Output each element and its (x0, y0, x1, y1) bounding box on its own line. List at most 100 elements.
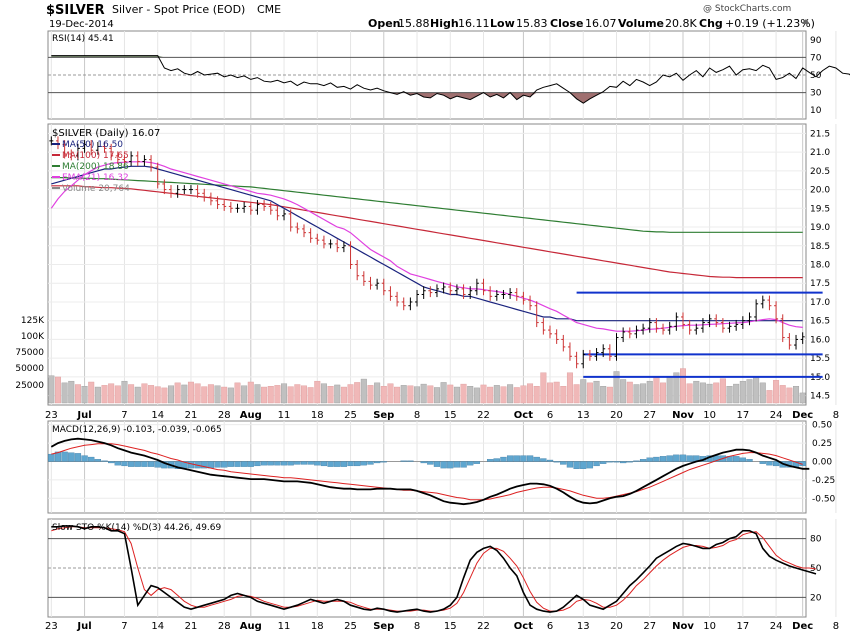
macd-histogram-bar (493, 458, 500, 462)
macd-histogram-bar (400, 460, 407, 462)
x-axis-label: Jul (76, 621, 91, 632)
x-axis-label: 8 (414, 621, 420, 632)
x-axis-label: 22 (477, 621, 490, 632)
volume-bar (799, 392, 806, 404)
macd-histogram-bar (586, 461, 594, 469)
macd-histogram-bar (54, 451, 62, 462)
rsi-frame (47, 30, 807, 120)
x-axis-label: Dec (792, 410, 813, 421)
x-axis-label: 8 (833, 621, 839, 632)
macd-histogram-bar (639, 459, 647, 462)
chg-value: +0.19 (+1.23%) (725, 17, 815, 30)
sto-tick-label: 20 (810, 593, 822, 603)
rsi-panel: 90 70 50 30 10 RSI(14) 45.41 (47, 30, 850, 120)
macd-histogram-bar (201, 461, 208, 469)
volume-bar (227, 387, 234, 404)
volume-bar (613, 371, 620, 404)
volume-bar (513, 387, 520, 404)
sto-tick-label: 80 (810, 535, 822, 545)
macd-histogram-bar (294, 461, 301, 465)
volume-bar (620, 379, 627, 404)
macd-histogram-bar (460, 461, 467, 468)
price-tick-label: 20.0 (810, 186, 830, 196)
x-axis-label: 13 (577, 410, 590, 421)
volume-bar (786, 387, 793, 404)
macd-histogram-bar (327, 461, 334, 467)
volume-bar (148, 385, 155, 404)
macd-histogram-bar (666, 455, 673, 462)
macd-histogram-bar (214, 461, 221, 468)
volume-bar (507, 384, 514, 404)
volume-bar (134, 386, 141, 404)
volume-bar (327, 386, 334, 404)
macd-histogram-bar (553, 461, 560, 463)
volume-bar (234, 382, 241, 404)
macd-histogram-bar (320, 461, 328, 467)
volume-bar (686, 383, 693, 404)
open-value: 15.88 (398, 17, 430, 30)
macd-histogram-bar (746, 459, 753, 462)
volume-bar (453, 386, 460, 404)
x-axis-label: Oct (514, 410, 533, 421)
price-tick-label: 14.5 (810, 392, 830, 402)
volume-bar (367, 385, 374, 404)
x-axis-label: Nov (672, 621, 694, 632)
macd-histogram-bar (127, 461, 135, 467)
volume-bar (214, 385, 221, 404)
price-tick-label: 18.0 (810, 261, 830, 271)
chg-label: Chg (699, 17, 723, 30)
macd-histogram-bar (540, 458, 547, 462)
macd-histogram-bar (653, 456, 660, 462)
volume-bar (374, 382, 381, 404)
x-axis-label: 11 (278, 621, 291, 632)
price-tick-label: 20.5 (810, 167, 830, 177)
macd-histogram-bar (506, 455, 514, 462)
volume-bar (427, 385, 434, 404)
volume-bar (433, 387, 440, 404)
high-value: 16.11 (458, 17, 490, 30)
volume-bar (201, 386, 208, 404)
volume-bar (254, 384, 261, 404)
macd-histogram-bar (766, 461, 773, 466)
x-axis-label: 7 (121, 621, 127, 632)
volume-bar (520, 385, 527, 404)
x-axis-label: 6 (547, 410, 553, 421)
macd-histogram-bar (254, 461, 261, 467)
volume-bar (68, 380, 75, 404)
macd-histogram-bar (566, 461, 574, 468)
macd-histogram-bar (347, 461, 354, 467)
volume-bar (633, 384, 640, 404)
x-axis-label: 27 (643, 621, 656, 632)
x-axis-label: 8 (833, 410, 839, 421)
x-axis-label: 17 (736, 621, 749, 632)
macd-histogram-bar (487, 459, 494, 462)
volume-bar (407, 385, 414, 404)
macd-histogram-bar (373, 461, 381, 464)
macd-histogram-bar (227, 461, 234, 467)
volume-bar (108, 383, 115, 404)
volume-bar (580, 379, 587, 404)
volume-bar (48, 375, 55, 404)
price-tick-label: 17.0 (810, 298, 830, 308)
macd-histogram-bar (440, 461, 447, 469)
x-axis-label: 20 (610, 621, 623, 632)
volume-bar (626, 381, 633, 404)
volume-bar (566, 372, 573, 404)
x-axis-label: 7 (121, 410, 127, 421)
volume-bar (480, 384, 487, 404)
volume-bar (759, 382, 766, 404)
x-axis-label: 28 (218, 410, 231, 421)
volume-bar (400, 385, 407, 404)
volume-bar (307, 387, 314, 404)
macd-histogram-bar (114, 461, 121, 466)
macd-histogram-bar (260, 461, 268, 466)
collapse-triangle-icon[interactable] (802, 19, 810, 24)
watermark: @ StockCharts.com (703, 4, 791, 14)
ohlc-readout: Open 15.88 High 16.11 Low 15.83 Close 16… (368, 17, 815, 30)
x-axis-label: 21 (185, 621, 198, 632)
macd-histogram-bar (94, 459, 102, 462)
price-tick-label: 21.5 (810, 129, 830, 139)
volume-bar (500, 386, 507, 404)
volume-bar (121, 380, 128, 404)
